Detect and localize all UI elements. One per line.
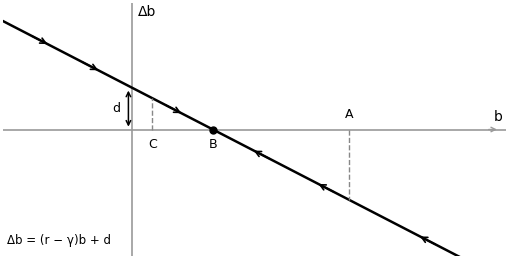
- Text: B: B: [209, 138, 217, 151]
- Text: Δb: Δb: [137, 5, 156, 19]
- Text: d: d: [112, 102, 120, 115]
- Text: C: C: [148, 138, 157, 151]
- Text: Δb = (r − γ)b + d: Δb = (r − γ)b + d: [8, 234, 111, 247]
- Text: b: b: [494, 110, 503, 124]
- Text: A: A: [345, 108, 353, 121]
